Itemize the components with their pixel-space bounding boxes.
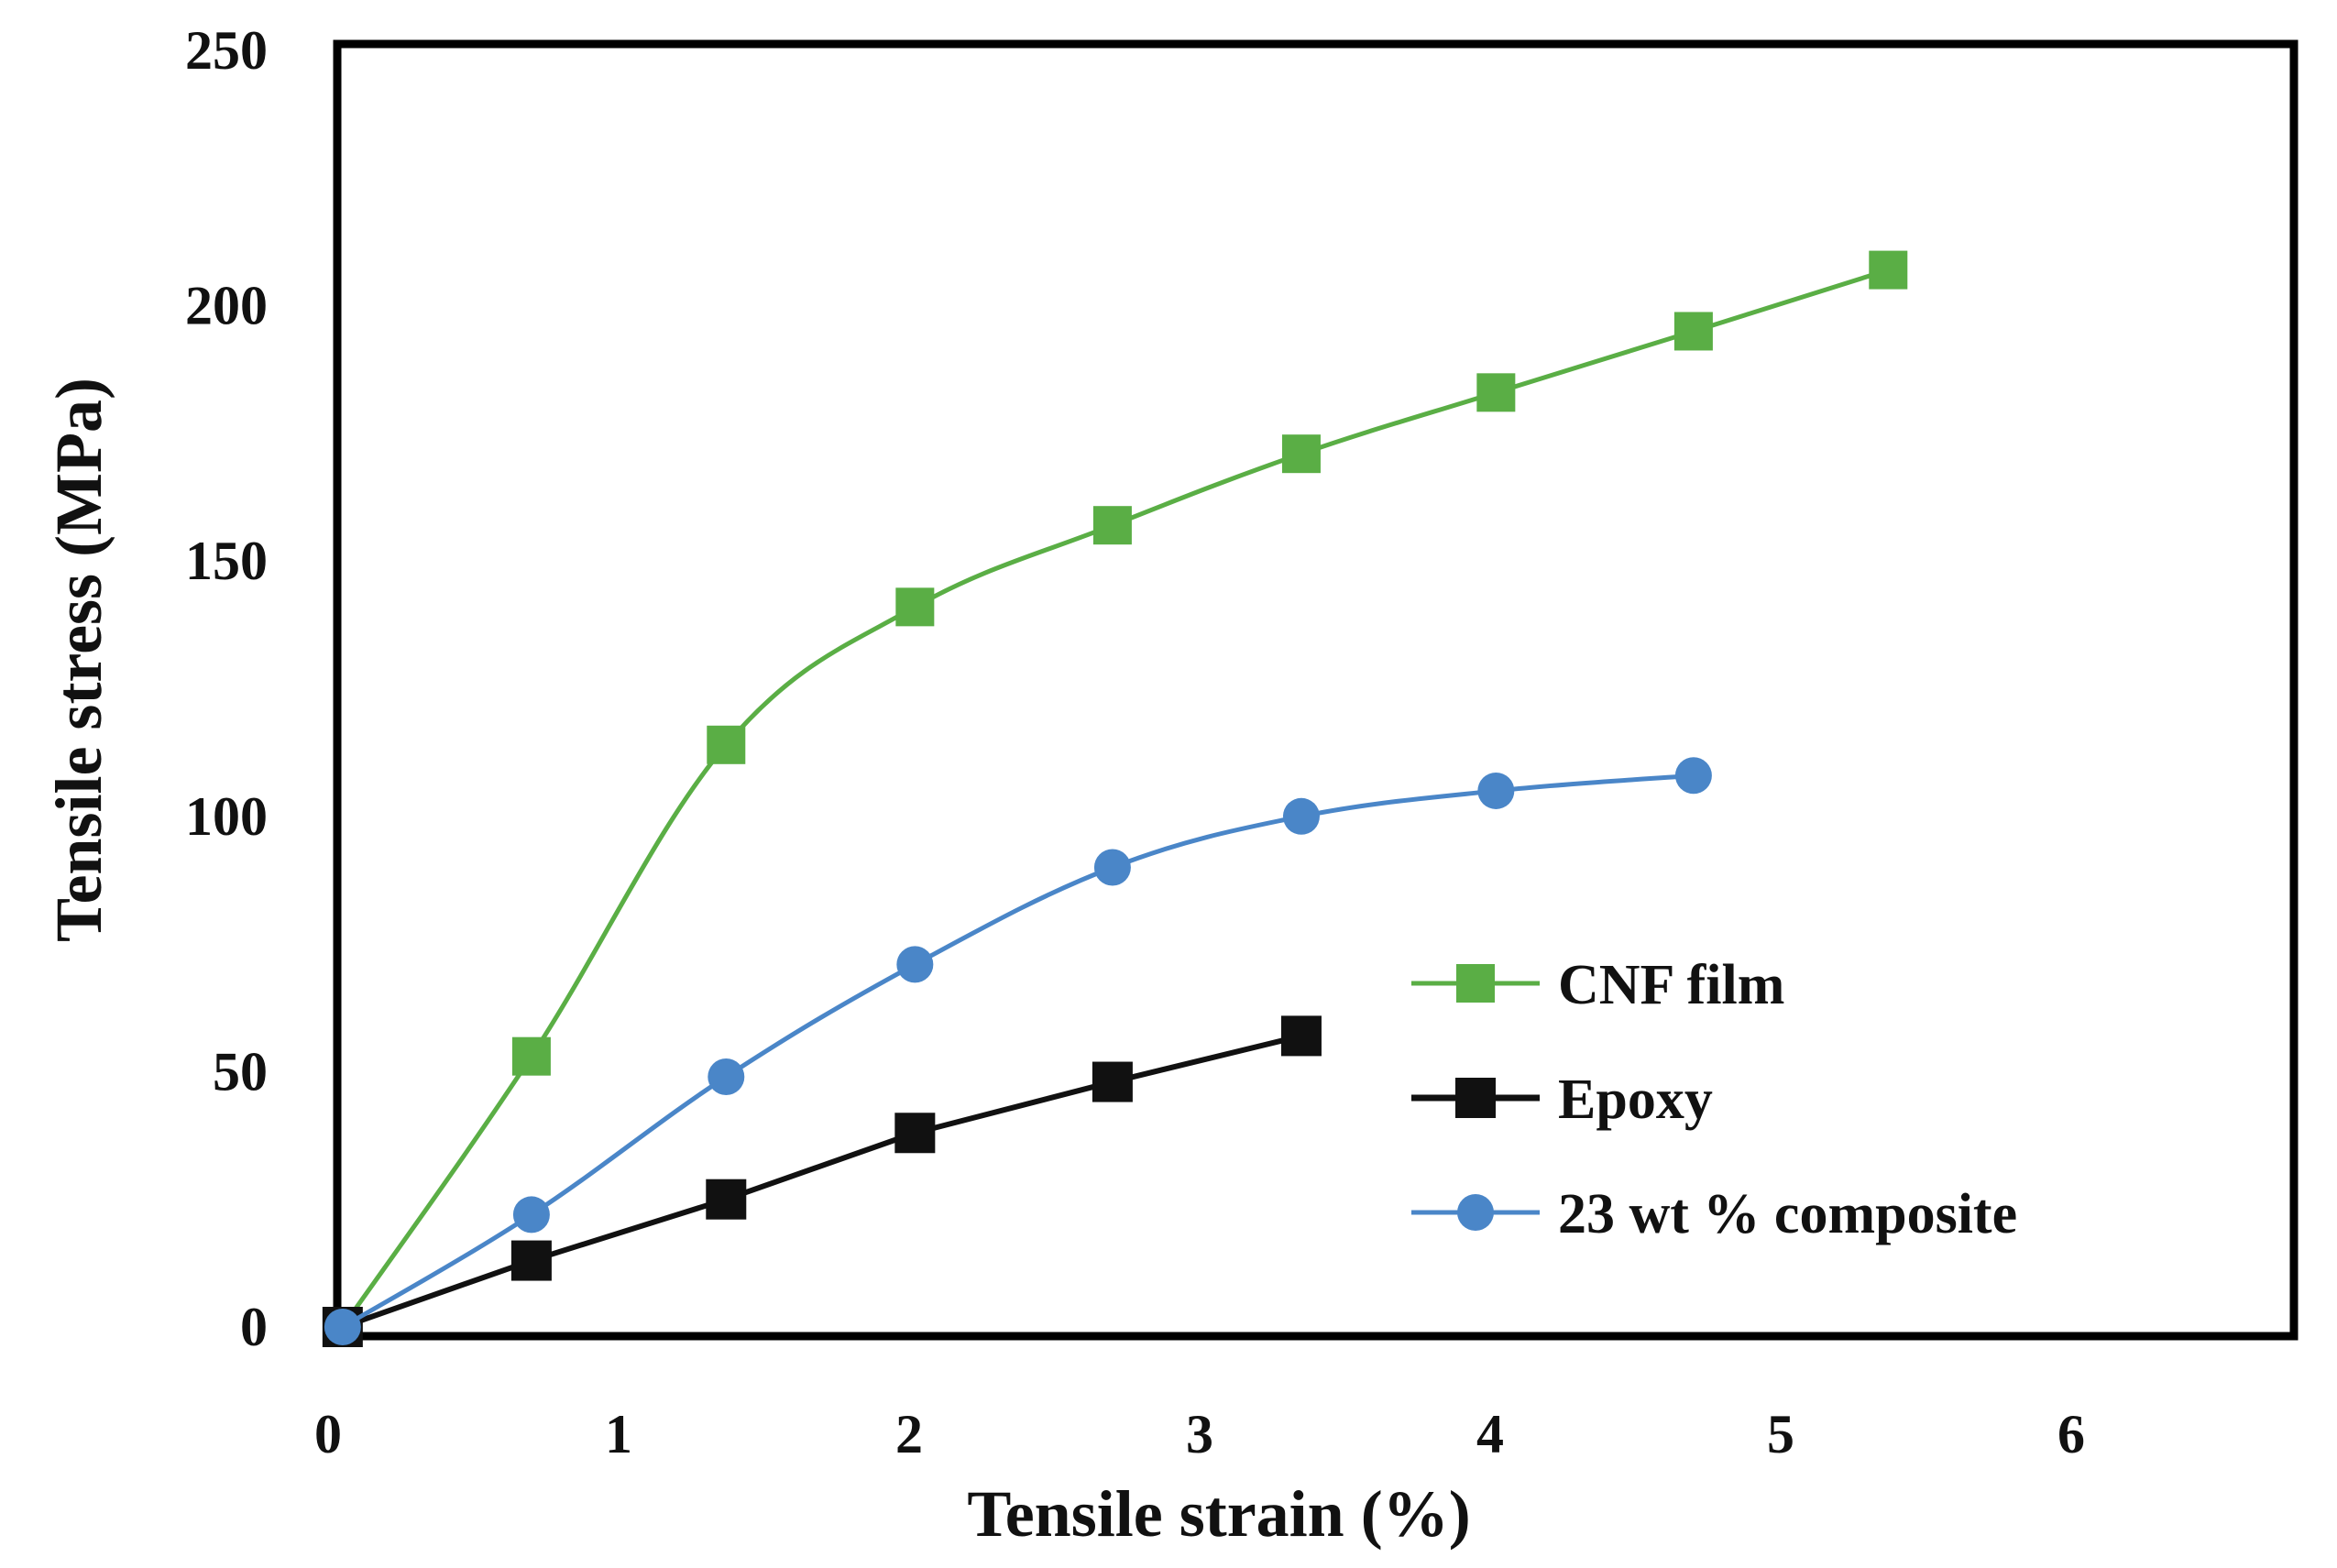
point-23-wt-composite-4 — [1093, 849, 1131, 886]
y-axis-title: Tensile stress (MPa) — [42, 378, 115, 942]
y-tick-labels: 0 50 100 150 200 250 — [185, 20, 268, 1357]
x-tick-label-5: 5 — [1767, 1404, 1794, 1464]
point-23-wt-composite-6 — [1477, 772, 1515, 809]
y-tick-label-100: 100 — [185, 786, 268, 847]
point-epoxy-3 — [894, 1113, 936, 1154]
point-cnf-film-3 — [895, 587, 935, 627]
point-23-wt-composite-2 — [708, 1058, 745, 1095]
point-cnf-film-1 — [511, 1036, 551, 1076]
legend-item-23-wt-composite: 23 wt % composite — [1411, 1183, 2017, 1245]
legend-marker-epoxy — [1455, 1078, 1496, 1118]
x-tick-labels: 0 1 2 3 4 5 6 — [314, 1404, 2085, 1464]
series-line-23-wt-composite — [340, 773, 1696, 1330]
y-tick-label-0: 0 — [240, 1297, 268, 1357]
legend-marker-23-wt-composite — [1457, 1194, 1494, 1231]
series-23-wt-composite — [324, 757, 1712, 1345]
x-tick-label-3: 3 — [1186, 1404, 1213, 1464]
series-epoxy — [322, 1015, 1322, 1347]
point-cnf-film-6 — [1476, 373, 1516, 412]
point-epoxy-4 — [1092, 1061, 1133, 1102]
y-tick-label-150: 150 — [185, 531, 268, 591]
point-cnf-film-8 — [1869, 250, 1908, 290]
point-cnf-film-2 — [707, 725, 746, 764]
point-cnf-film-7 — [1673, 312, 1713, 351]
series-cnf-film — [323, 250, 1908, 1346]
plot-area-frame — [333, 39, 2299, 1341]
x-tick-label-2: 2 — [895, 1404, 923, 1464]
point-epoxy-5 — [1280, 1015, 1322, 1057]
point-23-wt-composite-7 — [1674, 757, 1712, 795]
x-tick-label-4: 4 — [1476, 1404, 1504, 1464]
point-23-wt-composite-1 — [512, 1196, 550, 1234]
point-23-wt-composite-0 — [324, 1309, 361, 1345]
legend-marker-cnf-film — [1456, 964, 1495, 1003]
legend-item-epoxy: Epoxy — [1411, 1069, 1713, 1131]
series-line-epoxy — [339, 1033, 1304, 1330]
y-tick-label-50: 50 — [213, 1041, 268, 1102]
x-tick-label-6: 6 — [2057, 1404, 2085, 1464]
series-line-cnf-film — [340, 268, 1891, 1330]
series-layer — [322, 250, 1908, 1347]
legend: CNF film Epoxy 23 wt % composite — [1411, 954, 2017, 1245]
x-tick-label-0: 0 — [314, 1404, 342, 1464]
point-cnf-film-5 — [1281, 434, 1321, 474]
y-tick-label-200: 200 — [185, 276, 268, 336]
point-23-wt-composite-3 — [896, 946, 934, 983]
x-tick-label-1: 1 — [605, 1404, 632, 1464]
legend-label-cnf-film: CNF film — [1558, 954, 1784, 1016]
point-cnf-film-4 — [1092, 506, 1132, 545]
point-23-wt-composite-5 — [1282, 797, 1320, 835]
legend-label-epoxy: Epoxy — [1558, 1069, 1713, 1131]
legend-label-23-wt-composite: 23 wt % composite — [1558, 1183, 2017, 1245]
y-tick-label-250: 250 — [185, 20, 268, 81]
point-epoxy-1 — [510, 1240, 552, 1281]
x-axis-title: Tensile strain (%) — [967, 1477, 1470, 1551]
point-epoxy-2 — [706, 1179, 747, 1220]
legend-item-cnf-film: CNF film — [1411, 954, 1784, 1016]
